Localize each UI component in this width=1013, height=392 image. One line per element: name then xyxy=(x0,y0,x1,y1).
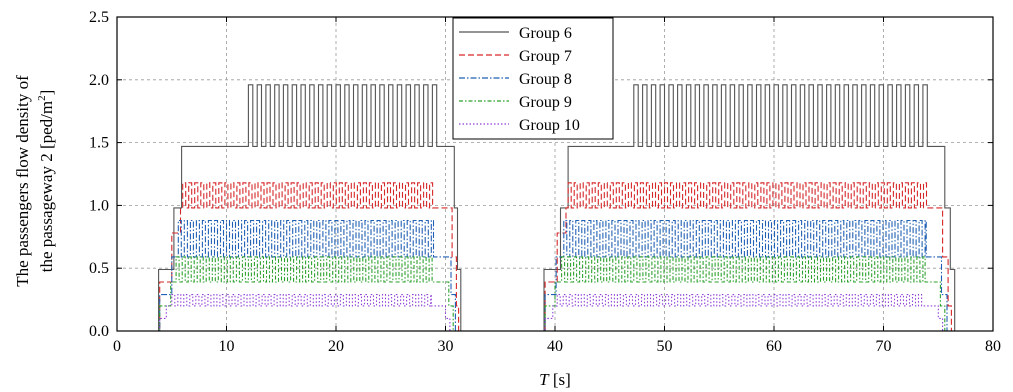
y-tick-label: 2.5 xyxy=(89,9,109,26)
x-tick-label: 70 xyxy=(876,338,892,355)
y-tick-label: 0.0 xyxy=(89,323,109,340)
x-tick-label: 40 xyxy=(547,338,563,355)
legend: Group 6 Group 7 Group 8 Group 9 Group 10 xyxy=(452,17,614,140)
y-tick-label: 2.0 xyxy=(89,72,109,89)
y-tick-label: 0.5 xyxy=(89,260,109,277)
x-axis-title: T [s] xyxy=(539,370,571,389)
series-line-group-8 xyxy=(117,219,993,332)
y-tick-label: 1.5 xyxy=(89,135,109,152)
x-tick-label: 0 xyxy=(113,338,121,355)
series-lines xyxy=(117,84,993,332)
series-line-group-10 xyxy=(117,294,993,332)
y-tick-label: 1.0 xyxy=(89,197,109,214)
x-tick-label: 30 xyxy=(438,338,454,355)
x-tick-label: 20 xyxy=(328,338,344,355)
legend-label: Group 6 xyxy=(519,25,572,42)
x-tick-label: 60 xyxy=(766,338,782,355)
legend-label: Group 7 xyxy=(519,48,572,65)
legend-label: Group 9 xyxy=(519,94,572,111)
legend-label: Group 10 xyxy=(519,117,580,134)
series-line-group-6 xyxy=(117,84,993,332)
y-axis-title-line2: the passageway 2 [ped/m2] xyxy=(36,90,56,273)
legend-label: Group 8 xyxy=(519,71,572,88)
axis-ticks: 0 10 20 30 40 50 60 70 80 0.0 0.5 1.0 1.5 2.0 2.5 xyxy=(89,9,1001,355)
series-line-group-7 xyxy=(117,182,993,332)
x-tick-label: 10 xyxy=(219,338,235,355)
x-tick-label: 50 xyxy=(657,338,673,355)
x-tick-label: 80 xyxy=(985,338,1001,355)
series-line-group-9 xyxy=(117,256,993,332)
y-axis-title-line1: The passengers flow density of xyxy=(13,75,32,287)
